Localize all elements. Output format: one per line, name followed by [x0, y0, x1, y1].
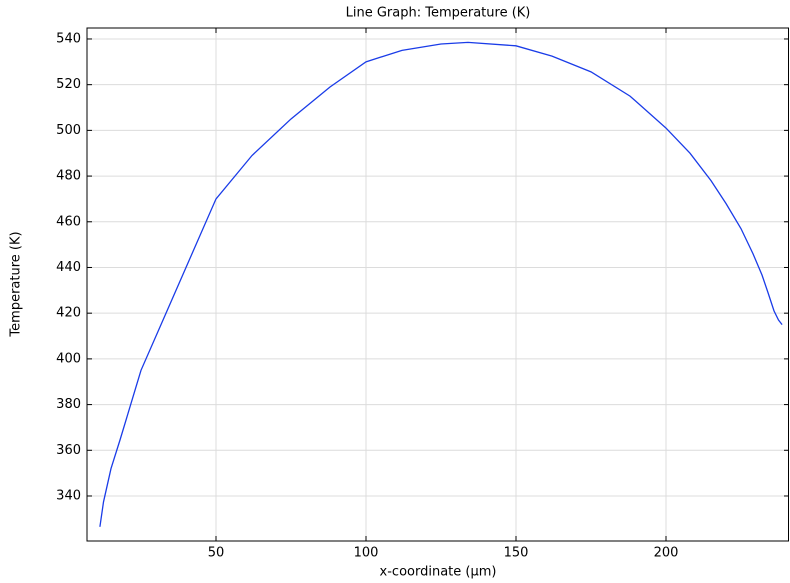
- y-tick-label: 520: [56, 77, 81, 92]
- y-tick-label: 380: [56, 397, 81, 412]
- data-line: [99, 41, 783, 527]
- y-tick-label: 460: [56, 214, 81, 229]
- x-tick-label: 50: [208, 546, 225, 561]
- y-tick-label: 480: [56, 169, 81, 184]
- x-tick-label: 200: [654, 546, 679, 561]
- y-tick-label: 500: [56, 123, 81, 138]
- y-tick-label: 360: [56, 443, 81, 458]
- y-axis-label: Temperature (K): [9, 231, 24, 337]
- x-tick-label: 150: [504, 546, 529, 561]
- y-tick-label: 440: [56, 260, 81, 275]
- x-tick-label: 100: [354, 546, 379, 561]
- chart-title: Line Graph: Temperature (K): [346, 6, 531, 21]
- y-tick-label: 420: [56, 306, 81, 321]
- y-tick-label: 340: [56, 488, 81, 503]
- x-axis-label: x-coordinate (µm): [380, 565, 497, 580]
- plot-frame: [86, 27, 789, 542]
- y-tick-label: 400: [56, 351, 81, 366]
- y-tick-label: 540: [56, 31, 81, 46]
